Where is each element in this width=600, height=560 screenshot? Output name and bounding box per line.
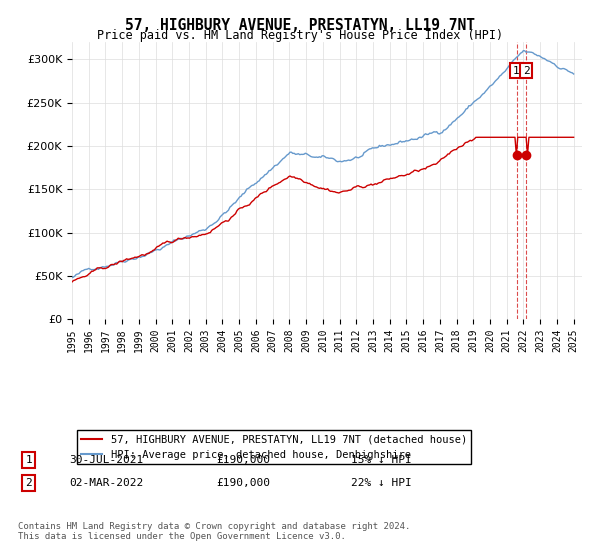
Text: Contains HM Land Registry data © Crown copyright and database right 2024.
This d: Contains HM Land Registry data © Crown c… xyxy=(18,522,410,542)
Legend: 57, HIGHBURY AVENUE, PRESTATYN, LL19 7NT (detached house), HPI: Average price, d: 57, HIGHBURY AVENUE, PRESTATYN, LL19 7NT… xyxy=(77,430,471,464)
Text: 02-MAR-2022: 02-MAR-2022 xyxy=(69,478,143,488)
Text: 22% ↓ HPI: 22% ↓ HPI xyxy=(351,478,412,488)
Text: £190,000: £190,000 xyxy=(216,455,270,465)
Text: 2: 2 xyxy=(25,478,32,488)
Text: 1: 1 xyxy=(513,66,520,76)
Text: Price paid vs. HM Land Registry's House Price Index (HPI): Price paid vs. HM Land Registry's House … xyxy=(97,29,503,42)
Text: £190,000: £190,000 xyxy=(216,478,270,488)
Text: 2: 2 xyxy=(523,66,530,76)
Text: 57, HIGHBURY AVENUE, PRESTATYN, LL19 7NT: 57, HIGHBURY AVENUE, PRESTATYN, LL19 7NT xyxy=(125,18,475,33)
Text: 1: 1 xyxy=(25,455,32,465)
Text: 30-JUL-2021: 30-JUL-2021 xyxy=(69,455,143,465)
Text: 15% ↓ HPI: 15% ↓ HPI xyxy=(351,455,412,465)
